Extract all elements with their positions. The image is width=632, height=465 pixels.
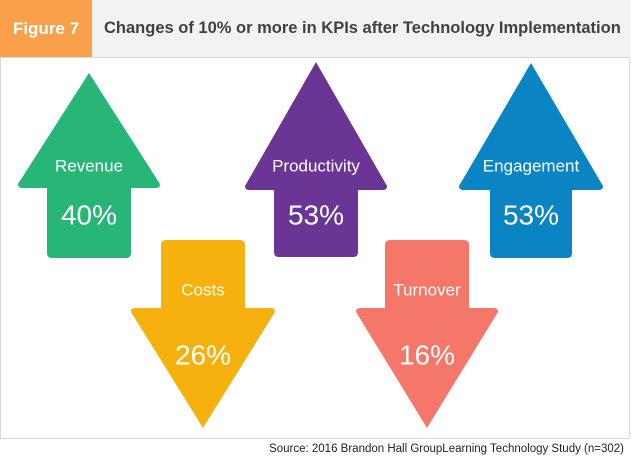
up-arrow-engagement: [459, 63, 603, 258]
kpi-value-turnover: 16%: [399, 339, 455, 370]
kpi-value-productivity: 53%: [288, 199, 344, 230]
kpi-value-revenue: 40%: [61, 199, 117, 230]
up-arrow-revenue: [18, 73, 160, 258]
kpi-arrow-productivity: Productivity 53%: [245, 62, 387, 257]
kpi-arrow-revenue: Revenue 40%: [18, 73, 160, 258]
source-note: Source: 2016 Brandon Hall GroupLearning …: [269, 443, 624, 455]
kpi-arrow-costs: Costs 26%: [131, 240, 275, 428]
kpi-label-engagement: Engagement: [483, 156, 580, 175]
figure-label: Figure 7: [0, 0, 92, 57]
down-arrow-costs: [131, 240, 275, 428]
kpi-value-engagement: 53%: [503, 199, 559, 230]
kpi-arrow-turnover: Turnover 16%: [356, 240, 498, 428]
kpi-label-productivity: Productivity: [272, 156, 360, 175]
kpi-label-revenue: Revenue: [55, 156, 123, 175]
kpi-value-costs: 26%: [175, 339, 231, 370]
down-arrow-turnover: [356, 240, 498, 428]
kpi-label-turnover: Turnover: [393, 280, 461, 299]
kpi-label-costs: Costs: [181, 280, 224, 299]
up-arrow-productivity: [245, 62, 387, 257]
figure-title: Changes of 10% or more in KPIs after Tec…: [104, 19, 621, 37]
kpi-arrow-engagement: Engagement 53%: [459, 63, 603, 258]
figure-header: Figure 7 Changes of 10% or more in KPIs …: [0, 0, 630, 58]
